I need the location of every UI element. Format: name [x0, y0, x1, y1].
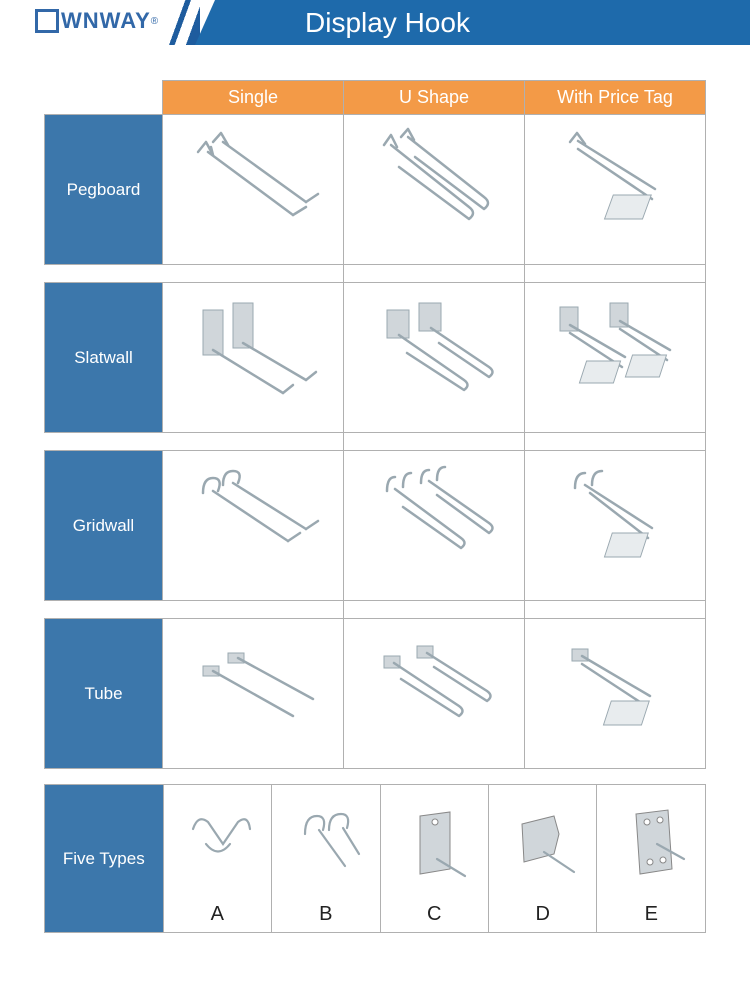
row-header-pegboard: Pegboard [45, 115, 163, 265]
cell-slatwall-pricetag [525, 283, 706, 433]
type-cell-e: E [597, 785, 706, 933]
hook-tube-single-icon [178, 631, 328, 751]
row-tube: Tube [45, 619, 706, 769]
page-header: WNWAY ® Display Hook [0, 0, 750, 45]
type-letter-a: A [164, 903, 271, 926]
type-cell-c: C [380, 785, 488, 933]
row-header-tube: Tube [45, 619, 163, 769]
five-types-label: Five Types [45, 785, 164, 933]
type-cell-a: A [163, 785, 271, 933]
logo-mark-icon [35, 9, 59, 33]
row-header-gridwall: Gridwall [45, 451, 163, 601]
cell-gridwall-ushape [344, 451, 525, 601]
col-header-single: Single [163, 81, 344, 115]
col-header-ushape: U Shape [344, 81, 525, 115]
corner-blank [45, 81, 163, 115]
hook-slatwall-ushape-icon [359, 295, 509, 415]
hook-gridwall-ushape-icon [359, 463, 509, 583]
brand-name: WNWAY [61, 8, 151, 34]
type-letter-e: E [597, 903, 705, 926]
type-cell-d: D [488, 785, 596, 933]
type-cell-b: B [272, 785, 380, 933]
registered-mark: ® [151, 16, 158, 27]
type-c-icon [395, 804, 473, 892]
cell-slatwall-ushape [344, 283, 525, 433]
hook-gridwall-pricetag-icon [540, 463, 690, 583]
type-letter-c: C [381, 903, 488, 926]
col-header-pricetag: With Price Tag [525, 81, 706, 115]
cell-tube-single [163, 619, 344, 769]
type-letter-b: B [272, 903, 379, 926]
type-b-icon [287, 804, 365, 892]
column-header-row: Single U Shape With Price Tag [45, 81, 706, 115]
five-types-block: Five Types A [44, 784, 706, 933]
row-pegboard: Pegboard [45, 115, 706, 265]
gap-row [45, 601, 706, 619]
row-header-slatwall: Slatwall [45, 283, 163, 433]
hook-slatwall-pricetag-icon [540, 295, 690, 415]
hook-tube-pricetag-icon [540, 631, 690, 751]
cell-tube-pricetag [525, 619, 706, 769]
cell-slatwall-single [163, 283, 344, 433]
cell-gridwall-pricetag [525, 451, 706, 601]
hook-pegboard-single-icon [178, 127, 328, 247]
type-e-icon [612, 804, 690, 892]
cell-tube-ushape [344, 619, 525, 769]
cell-gridwall-single [163, 451, 344, 601]
gap-row [45, 433, 706, 451]
row-slatwall: Slatwall [45, 283, 706, 433]
product-matrix: Single U Shape With Price Tag Pegboard [44, 80, 706, 769]
hook-tube-ushape-icon [359, 631, 509, 751]
cell-pegboard-single [163, 115, 344, 265]
brand-logo: WNWAY ® [35, 8, 158, 34]
gap-row [45, 265, 706, 283]
row-gridwall: Gridwall [45, 451, 706, 601]
header-divider-icon [160, 0, 200, 45]
cell-pegboard-ushape [344, 115, 525, 265]
type-a-icon [178, 804, 256, 892]
type-d-icon [504, 804, 582, 892]
hook-slatwall-single-icon [178, 295, 328, 415]
hook-gridwall-single-icon [178, 463, 328, 583]
cell-pegboard-pricetag [525, 115, 706, 265]
page-title: Display Hook [195, 0, 750, 45]
hook-pegboard-ushape-icon [359, 127, 509, 247]
hook-pegboard-pricetag-icon [540, 127, 690, 247]
type-letter-d: D [489, 903, 596, 926]
